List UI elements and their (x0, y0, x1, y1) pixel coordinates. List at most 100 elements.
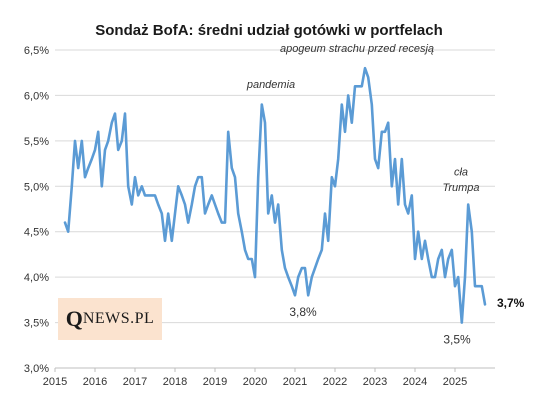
x-tick-label: 2015 (43, 376, 67, 388)
data-point (267, 212, 270, 215)
data-point (307, 294, 310, 297)
data-point (450, 248, 453, 251)
y-tick-label: 4,5% (24, 227, 49, 239)
x-tick-label: 2017 (123, 376, 147, 388)
data-point (350, 121, 353, 124)
data-point (480, 285, 483, 288)
data-point (334, 185, 336, 188)
data-point (367, 76, 370, 79)
data-point (230, 167, 233, 170)
data-point (287, 276, 290, 279)
data-point (177, 185, 180, 188)
data-point (94, 149, 96, 151)
data-point (290, 285, 293, 288)
logo-text: NEWS.PL (82, 310, 155, 327)
data-point (277, 203, 280, 206)
data-point (184, 203, 186, 206)
data-point (387, 121, 390, 124)
data-point (377, 167, 380, 170)
data-point (304, 267, 306, 269)
data-point (67, 230, 70, 233)
data-point (404, 203, 406, 206)
data-point (374, 158, 376, 160)
data-point (100, 185, 103, 188)
data-point (457, 276, 460, 279)
data-point (407, 212, 410, 215)
data-point (220, 221, 223, 224)
data-point (104, 149, 106, 151)
data-point (410, 194, 413, 197)
data-point (77, 167, 80, 170)
data-point (477, 285, 480, 288)
data-point (147, 194, 150, 197)
data-point (74, 139, 76, 142)
data-point (417, 230, 420, 233)
data-point (420, 258, 423, 260)
y-tick-label: 3,5% (24, 318, 49, 330)
data-point (120, 139, 123, 142)
data-point (390, 185, 393, 188)
data-point (107, 139, 110, 142)
y-tick-label: 6,0% (24, 90, 49, 102)
value-label: 3,8% (289, 305, 317, 319)
y-tick-label: 5,0% (24, 181, 49, 193)
data-point (250, 258, 253, 260)
data-point (127, 185, 130, 188)
x-tick-label: 2016 (83, 376, 107, 388)
x-tick-label: 2019 (203, 376, 227, 388)
data-point (234, 176, 236, 179)
chart-title: Sondaż BofA: średni udział gotówki w por… (95, 22, 443, 39)
data-point (337, 158, 340, 160)
data-point (167, 212, 170, 215)
data-point (440, 248, 443, 251)
x-tick-label: 2025 (443, 376, 467, 388)
series-line (63, 66, 487, 324)
value-label: 3,5% (443, 332, 471, 346)
value-label: 3,7% (497, 296, 525, 310)
data-point (207, 203, 210, 206)
data-point (214, 203, 216, 206)
y-tick-label: 3,0% (24, 363, 49, 375)
data-point (297, 276, 300, 279)
data-point (397, 203, 400, 206)
data-point (224, 221, 226, 224)
data-point (437, 258, 440, 260)
data-point (64, 221, 66, 224)
data-point (270, 194, 273, 197)
data-point (157, 203, 160, 206)
x-tick-label: 2018 (163, 376, 187, 388)
data-point (227, 130, 230, 133)
x-tick-label: 2023 (363, 376, 387, 388)
data-point (154, 194, 156, 197)
x-tick-label: 2022 (323, 376, 347, 388)
data-point (314, 267, 316, 269)
data-point (170, 239, 173, 242)
annotation-label: Trumpa (442, 182, 479, 194)
data-point (370, 103, 373, 106)
data-point (240, 230, 243, 233)
data-point (340, 103, 343, 106)
data-point (357, 85, 360, 88)
data-point (134, 176, 136, 179)
data-point (194, 185, 196, 188)
data-point (87, 167, 90, 170)
data-point (117, 149, 120, 151)
data-point (460, 321, 463, 324)
data-point (137, 194, 140, 197)
x-axis-ticks: 2015 2016 2017 2018 2019 2020 2021 2022 2023 2024… (43, 368, 467, 388)
data-point (260, 103, 263, 106)
data-point (400, 158, 403, 160)
x-tick-label: 2020 (243, 376, 267, 388)
data-point (130, 203, 133, 206)
data-point (364, 67, 366, 70)
data-point (474, 285, 476, 288)
data-point (84, 176, 86, 179)
data-point (244, 248, 246, 251)
data-point (90, 158, 93, 160)
data-point (347, 94, 350, 97)
data-point (427, 258, 430, 260)
data-point (124, 112, 126, 115)
data-point (327, 239, 330, 242)
data-point (164, 239, 166, 242)
data-point (237, 212, 240, 215)
